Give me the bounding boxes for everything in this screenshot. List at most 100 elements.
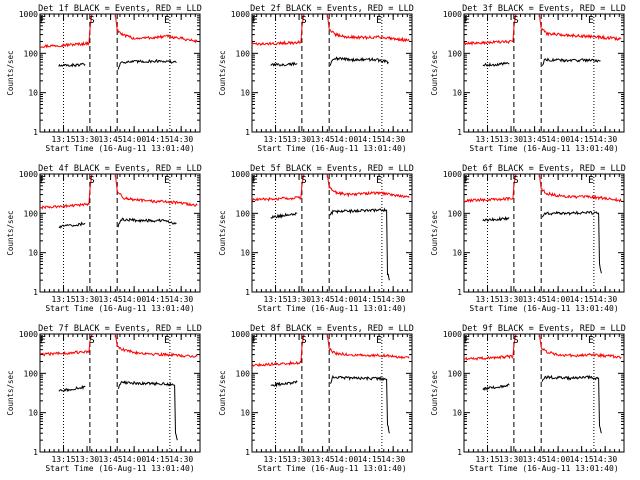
panel-det-9: Det 9f BLACK = Events, RED = LLD 1 10 100 10…	[430, 324, 626, 473]
lld-series-line	[326, 333, 410, 360]
y-axis-label: Counts/sec	[218, 210, 227, 255]
y-tick-label: 10	[452, 89, 462, 98]
x-tick-label: 13:15	[51, 295, 75, 304]
x-axis-label: Start Time (16-Aug-11 13:01:40)	[45, 464, 194, 473]
x-tick-label: 13:15	[475, 295, 499, 304]
marker-label: E	[588, 15, 594, 26]
x-axis-label: Start Time (16-Aug-11 13:01:40)	[469, 144, 618, 153]
x-tick-label: 14:15	[570, 295, 594, 304]
y-tick-label: 1000	[19, 170, 38, 179]
x-tick-label: 13:30	[287, 455, 311, 464]
marker-label: S	[89, 335, 95, 346]
x-tick-label: 13:45	[99, 455, 123, 464]
lld-series-line	[538, 173, 622, 203]
x-axis-label: Start Time (16-Aug-11 13:01:40)	[257, 144, 406, 153]
x-tick-label: 13:30	[499, 455, 523, 464]
y-tick-label: 100	[24, 209, 39, 218]
x-tick-label: 14:00	[334, 455, 358, 464]
y-tick-label: 100	[24, 49, 39, 58]
panel-title: Det 8f BLACK = Events, RED = LLD	[250, 324, 414, 334]
panel-title: Det 7f BLACK = Events, RED = LLD	[38, 324, 202, 334]
panel-title: Det 6f BLACK = Events, RED = LLD	[462, 164, 626, 174]
panel-title: Det 5f BLACK = Events, RED = LLD	[250, 164, 414, 174]
marker-label: S	[301, 175, 307, 186]
y-tick-label: 100	[236, 49, 251, 58]
x-tick-label: 14:00	[546, 135, 570, 144]
y-axis-label: Counts/sec	[430, 370, 439, 415]
x-tick-label: 13:30	[75, 455, 99, 464]
panel-det-7: Det 7f BLACK = Events, RED = LLD 1 10 100 10…	[6, 324, 202, 473]
x-tick-label: 14:30	[381, 135, 405, 144]
y-tick-label: 100	[448, 369, 463, 378]
marker-label: E	[252, 15, 258, 26]
marker-label: S	[89, 15, 95, 26]
lld-series-line	[39, 333, 93, 357]
events-series-line	[117, 380, 178, 441]
y-tick-label: 10	[28, 249, 38, 258]
x-tick-label: 14:15	[146, 135, 170, 144]
events-series-line	[329, 374, 390, 434]
x-tick-label: 14:30	[169, 455, 193, 464]
x-tick-label: 14:00	[122, 295, 146, 304]
events-series-line	[329, 207, 390, 281]
x-tick-label: 13:15	[475, 455, 499, 464]
x-tick-label: 14:30	[381, 455, 405, 464]
y-tick-label: 1	[457, 288, 462, 297]
lld-series-line	[463, 173, 517, 204]
marker-label: E	[164, 15, 170, 26]
events-series-line	[58, 62, 86, 68]
lld-series-line	[326, 173, 410, 198]
y-axis-label: Counts/sec	[218, 50, 227, 95]
events-series-line	[117, 58, 177, 70]
panel-det-6: Det 6f BLACK = Events, RED = LLD 1 10 100 10…	[430, 164, 626, 313]
y-axis-label: Counts/sec	[430, 50, 439, 95]
marker-label: E	[376, 175, 382, 186]
x-tick-label: 14:15	[358, 455, 382, 464]
x-tick-label: 13:45	[523, 455, 547, 464]
x-tick-label: 13:30	[499, 295, 523, 304]
y-tick-label: 1	[33, 448, 38, 457]
x-tick-label: 13:15	[51, 455, 75, 464]
y-tick-label: 1000	[231, 170, 250, 179]
events-series-line	[58, 384, 86, 393]
y-tick-label: 100	[448, 49, 463, 58]
y-axis-label: Counts/sec	[6, 370, 15, 415]
x-tick-label: 13:30	[499, 135, 523, 144]
lld-series-line	[538, 13, 622, 41]
panel-det-5: Det 5f BLACK = Events, RED = LLD 1 10 100 10…	[218, 164, 414, 313]
y-tick-label: 1	[457, 128, 462, 137]
x-tick-label: 13:30	[287, 295, 311, 304]
x-tick-label: 13:15	[263, 135, 287, 144]
y-tick-label: 10	[28, 89, 38, 98]
x-tick-label: 14:15	[358, 135, 382, 144]
x-tick-label: 13:45	[311, 295, 335, 304]
events-series-line	[270, 212, 298, 219]
events-series-line	[482, 215, 510, 222]
x-axis-label: Start Time (16-Aug-11 13:01:40)	[257, 464, 406, 473]
x-tick-label: 13:45	[523, 295, 547, 304]
events-series-line	[117, 217, 177, 228]
y-tick-label: 10	[28, 409, 38, 418]
x-tick-label: 13:15	[263, 455, 287, 464]
x-axis-label: Start Time (16-Aug-11 13:01:40)	[257, 304, 406, 313]
x-tick-label: 14:30	[593, 135, 617, 144]
lld-series-line	[538, 333, 622, 360]
marker-label: E	[40, 15, 46, 26]
x-tick-label: 14:00	[122, 135, 146, 144]
plot-frame	[463, 333, 625, 453]
y-axis-label: Counts/sec	[6, 50, 15, 95]
y-tick-label: 10	[452, 409, 462, 418]
x-axis-label: Start Time (16-Aug-11 13:01:40)	[45, 304, 194, 313]
x-tick-label: 14:00	[546, 455, 570, 464]
y-tick-label: 10	[240, 89, 250, 98]
plot-frame	[463, 13, 625, 133]
lld-series-line	[114, 173, 198, 208]
y-tick-label: 1	[457, 448, 462, 457]
x-tick-label: 14:15	[146, 455, 170, 464]
events-series-line	[329, 56, 389, 66]
x-tick-label: 13:30	[75, 135, 99, 144]
marker-label: S	[513, 335, 519, 346]
y-tick-label: 100	[24, 369, 39, 378]
x-tick-label: 13:45	[311, 135, 335, 144]
y-tick-label: 1	[245, 448, 250, 457]
